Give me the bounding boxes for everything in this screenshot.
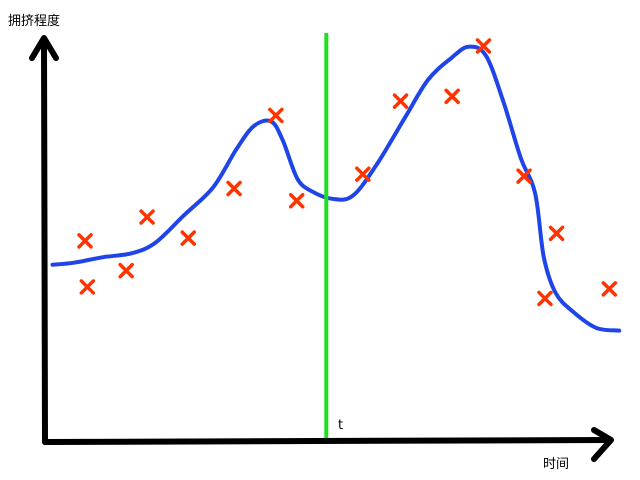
y-axis-label: 拥挤程度 — [8, 13, 60, 29]
curve-series — [50, 44, 622, 333]
data-point-10 — [444, 88, 460, 105]
data-point-14 — [537, 290, 553, 307]
y-axis-line — [41, 39, 48, 445]
x-axis-label: 时间 — [543, 457, 569, 472]
data-point-11 — [475, 38, 492, 54]
marker-label: t — [338, 418, 343, 433]
data-point-12 — [516, 168, 532, 184]
data-point-3 — [139, 209, 155, 225]
data-point-6 — [268, 107, 284, 124]
data-point-7 — [288, 193, 305, 209]
data-point-4 — [180, 230, 197, 246]
data-point-15 — [601, 281, 618, 297]
data-point-0 — [77, 233, 93, 249]
data-point-5 — [226, 180, 242, 197]
data-point-13 — [548, 225, 565, 242]
data-point-8 — [355, 166, 371, 182]
data-point-1 — [79, 279, 96, 295]
axes — [29, 35, 614, 462]
x-axis-line — [42, 437, 611, 445]
y-axis-arrow-icon — [29, 35, 59, 61]
x-axis-arrow-icon — [591, 427, 614, 462]
points-series — [77, 38, 618, 307]
data-point-9 — [392, 93, 409, 109]
curve-line — [50, 44, 622, 333]
data-point-2 — [118, 262, 134, 279]
